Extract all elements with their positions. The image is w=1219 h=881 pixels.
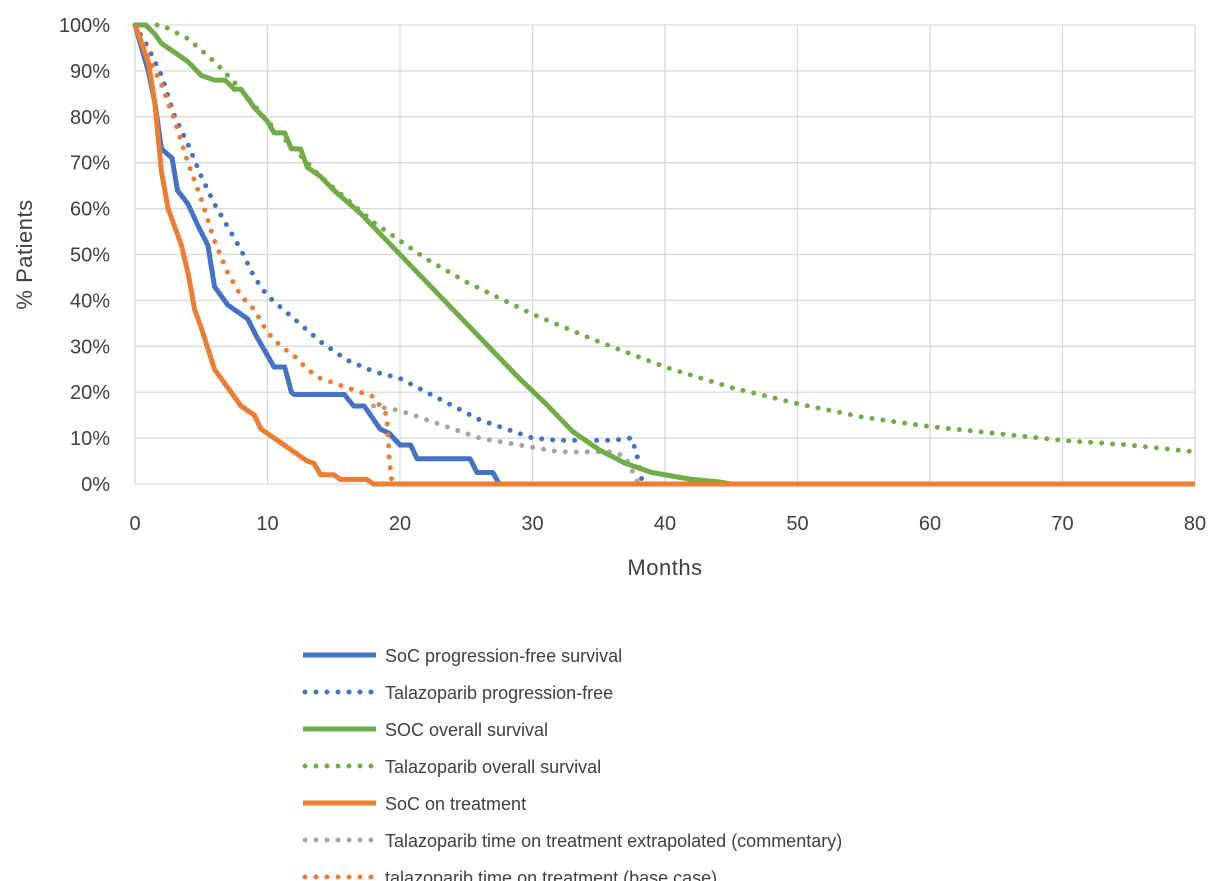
legend-label: Talazoparib overall survival (385, 757, 601, 777)
x-tick-label: 60 (919, 513, 941, 535)
grid (134, 24, 1196, 485)
y-tick-label: 0% (81, 474, 110, 496)
series-line-4 (132, 24, 1195, 487)
series-line-3 (132, 22, 1198, 455)
x-tick-label: 50 (786, 513, 808, 535)
x-tick-label: 20 (389, 513, 411, 535)
y-tick-label: 50% (70, 245, 110, 267)
series-line-2 (135, 22, 1195, 487)
legend-label: Talazoparib time on treatment extrapolat… (385, 831, 842, 851)
legend-label: SoC progression-free survival (385, 646, 622, 666)
legend-label: SoC on treatment (385, 794, 526, 814)
legend-label: SOC overall survival (385, 720, 548, 740)
x-axis-ticks: 0 10 20 30 40 50 60 70 80 (129, 513, 1206, 535)
legend-label: Talazoparib progression-free (385, 683, 613, 703)
x-tick-label: 40 (654, 513, 676, 535)
y-tick-label: 40% (70, 290, 110, 312)
legend: SoC progression-free survival Talazoparib… (302, 646, 842, 881)
y-axis-title: % Patients (12, 199, 37, 309)
legend-label: talazoparib time on treatment (base case… (385, 868, 717, 881)
x-axis-title: Months (627, 555, 702, 580)
x-tick-label: 30 (521, 513, 543, 535)
x-tick-label: 10 (256, 513, 278, 535)
series-group (132, 22, 1198, 487)
y-tick-label: 30% (70, 336, 110, 358)
x-tick-label: 80 (1184, 513, 1206, 535)
x-tick-label: 0 (129, 513, 140, 535)
series-line-1 (132, 22, 1198, 487)
y-tick-label: 10% (70, 428, 110, 450)
y-axis-ticks: 0% 10% 20% 30% 40% 50% 60% 70% 80% 90% 100% (59, 15, 110, 496)
y-tick-label: 70% (70, 153, 110, 175)
y-tick-label: 60% (70, 199, 110, 221)
series-line-0 (132, 24, 1195, 487)
y-tick-label: 100% (59, 15, 110, 37)
x-tick-label: 70 (1051, 513, 1073, 535)
y-tick-label: 20% (70, 382, 110, 404)
y-tick-label: 90% (70, 61, 110, 83)
y-tick-label: 80% (70, 107, 110, 129)
